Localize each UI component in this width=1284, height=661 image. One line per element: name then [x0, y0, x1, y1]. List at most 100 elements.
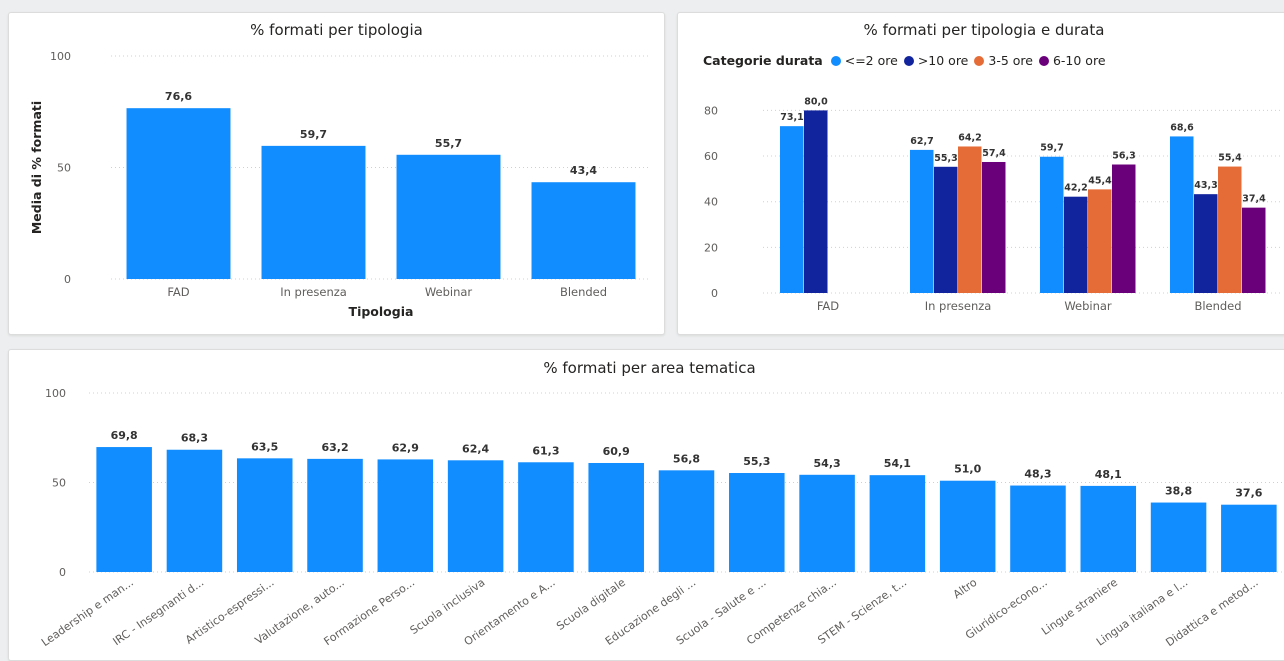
bar [1010, 485, 1066, 572]
bar [1150, 502, 1207, 572]
y-tick-label: 50 [57, 162, 71, 175]
bar [1064, 196, 1088, 293]
data-label: 42,2 [1064, 183, 1087, 194]
data-label: 54,3 [814, 457, 841, 470]
chart-title: % formati per area tematica [543, 359, 756, 377]
chart-tipologia: 0 50 100 76,6 FAD 59,7 In presenza 55,7 Webinar 4… [29, 50, 651, 319]
data-label: 55,4 [1218, 153, 1242, 164]
legend-dot-icon [830, 55, 841, 66]
bar [447, 460, 504, 572]
y-tick-label: 60 [704, 150, 718, 163]
bar [96, 447, 152, 572]
data-label: 59,7 [300, 128, 327, 141]
data-label: 43,4 [570, 164, 597, 177]
y-tick-label: 50 [52, 477, 66, 490]
legend-item[interactable]: >10 ore [903, 53, 968, 68]
x-axis-title: Tipologia [349, 304, 414, 319]
data-label: 62,7 [910, 136, 933, 147]
bar [1170, 136, 1194, 293]
data-label: 62,9 [392, 441, 419, 454]
y-tick-label: 100 [50, 50, 71, 63]
bar [1088, 189, 1112, 293]
data-label: 59,7 [1040, 143, 1063, 154]
y-tick-label: 40 [704, 196, 718, 209]
x-tick-label: Scuola digitale [554, 576, 628, 633]
data-label: 73,1 [780, 112, 803, 123]
bar [729, 473, 785, 572]
bar [518, 462, 574, 572]
bar [261, 145, 366, 279]
data-label: 61,3 [532, 444, 559, 457]
legend-dot-icon [1038, 55, 1049, 66]
data-label: 48,3 [1024, 468, 1051, 481]
x-tick-label: Blended [560, 285, 607, 299]
data-label: 43,3 [1194, 180, 1217, 191]
y-tick-label: 0 [711, 287, 718, 300]
bar [799, 474, 855, 572]
bar [939, 480, 996, 572]
bar [1112, 164, 1136, 293]
data-label: 64,2 [958, 132, 981, 143]
bar [1040, 156, 1064, 293]
data-label: 63,2 [321, 441, 348, 454]
bar [377, 459, 434, 572]
data-label: 54,1 [884, 457, 911, 470]
legend-title: Categorie durata [703, 53, 823, 68]
bar [588, 462, 644, 572]
y-tick-label: 100 [45, 387, 66, 400]
data-label: 68,3 [181, 432, 208, 445]
data-label: 55,3 [934, 153, 957, 164]
bar [958, 146, 982, 293]
bar [396, 154, 501, 279]
data-label: 45,4 [1088, 175, 1112, 186]
legend-item[interactable]: 3-5 ore [974, 53, 1033, 68]
x-tick-label: In presenza [925, 299, 992, 313]
data-label: 56,8 [673, 452, 700, 465]
legend-item[interactable]: <=2 ore [830, 53, 898, 68]
chart-panel-area-tematica[interactable]: % formati per area tematica 0 50 100 69,8 Le… [8, 349, 1284, 661]
bar [1242, 207, 1266, 293]
bar [126, 108, 231, 279]
data-label: 55,3 [743, 455, 770, 468]
data-label: 56,3 [1112, 151, 1135, 162]
data-label: 76,6 [165, 90, 192, 103]
chart-panel-tipologia-durata[interactable]: % formati per tipologia e durata Categor… [677, 12, 1284, 335]
legend-label: <=2 ore [844, 53, 898, 68]
bar [1221, 504, 1277, 572]
legend-item[interactable]: 6-10 ore [1038, 53, 1106, 68]
data-label: 48,1 [1095, 468, 1122, 481]
data-label: 51,0 [954, 463, 981, 476]
x-tick-label: FAD [817, 299, 839, 313]
chart-title: % formati per tipologia e durata [863, 21, 1105, 39]
x-tick-label: Webinar [425, 285, 473, 299]
legend-dot-icon [974, 55, 985, 66]
bar [780, 126, 804, 293]
bar [166, 449, 223, 572]
data-label: 37,6 [1235, 487, 1262, 500]
data-label: 37,4 [1242, 194, 1266, 205]
y-axis-title: Media di % formati [29, 101, 44, 234]
bar [236, 458, 293, 572]
bar [307, 458, 363, 572]
data-label: 57,4 [982, 148, 1006, 159]
bar [910, 149, 934, 293]
data-label: 80,0 [804, 96, 828, 107]
data-label: 63,5 [251, 440, 278, 453]
data-label: 69,8 [111, 429, 138, 442]
y-tick-label: 20 [704, 241, 718, 254]
data-label: 60,9 [603, 445, 630, 458]
data-label: 55,7 [435, 137, 462, 150]
bar [982, 161, 1006, 293]
bar [1080, 485, 1137, 572]
data-label: 68,6 [1170, 122, 1194, 133]
bar [869, 475, 926, 572]
legend-label: 6-10 ore [1052, 53, 1106, 68]
x-tick-label: Blended [1194, 299, 1241, 313]
chart-title: % formati per tipologia [250, 21, 423, 39]
bar [934, 166, 958, 293]
chart-panel-tipologia[interactable]: % formati per tipologia 0 50 100 76,6 FAD 59,… [8, 12, 665, 335]
bar [804, 110, 828, 293]
x-tick-label: In presenza [280, 285, 347, 299]
x-tick-label: FAD [167, 285, 189, 299]
